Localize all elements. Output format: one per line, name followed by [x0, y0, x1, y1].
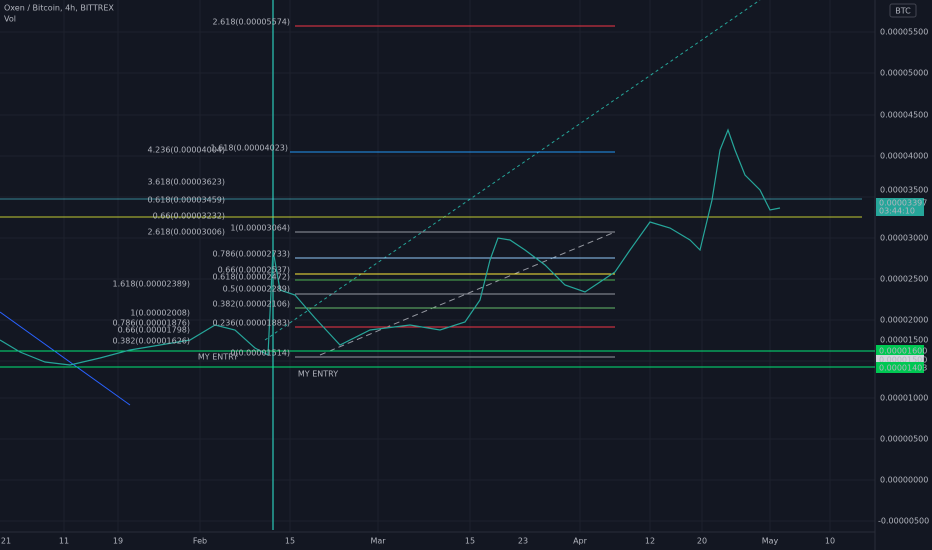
- price-label: 0.00000000: [880, 476, 928, 485]
- fib-label: 2.618(0.00005574): [213, 18, 291, 27]
- level-badge: [876, 355, 924, 365]
- fib-label: 4.236(0.00004004): [148, 146, 226, 155]
- level-price: 0.00001600: [879, 347, 927, 356]
- time-label: 20: [697, 537, 707, 546]
- fib-label: 0(0.00001514): [230, 349, 290, 358]
- price-label: 0.00001500: [880, 336, 928, 345]
- price-label: -0.00000500: [878, 517, 929, 526]
- fib-label: 0.618(0.00002472): [213, 273, 291, 282]
- symbol: Oxen / Bitcoin, 4h, BITTREX: [4, 4, 114, 13]
- fib-label: 0.786(0.00001876): [113, 319, 191, 328]
- fib-label: 0.5(0.00002289): [223, 285, 290, 294]
- level-price: 0.00001500: [879, 356, 927, 365]
- price-axis: 0.00005500 0.00005000 0.00004500 0.00004…: [878, 28, 929, 526]
- time-label: 19: [113, 537, 123, 546]
- trend-line: [319, 231, 616, 356]
- fib-label: 0.66(0.00002537): [218, 266, 290, 275]
- fib-label: 0.382(0.00002106): [213, 300, 291, 309]
- countdown: 03:44:10: [879, 207, 915, 216]
- annotation: MY ENTRY: [298, 370, 338, 379]
- fib-label: 0.66(0.00001798): [118, 326, 190, 335]
- time-label: Mar: [370, 537, 386, 546]
- time-axis: 21 11 19 Feb 15 Mar 15 23 Apr 12 20 May …: [1, 537, 835, 546]
- price-label: 0.00002000: [880, 316, 928, 325]
- fib-label: 1(0.00002008): [130, 309, 190, 318]
- time-label: Feb: [193, 537, 207, 546]
- price-label: 0.00004500: [880, 111, 928, 120]
- price-label: 0.00005500: [880, 28, 928, 37]
- fib-label: 0.66(0.00003232): [153, 212, 225, 221]
- time-label: 23: [518, 537, 528, 546]
- time-label: 21: [1, 537, 11, 546]
- annotation: MY ENTRY: [198, 353, 238, 362]
- level-badge: [876, 362, 924, 373]
- fib-label: 2.618(0.00003006): [148, 228, 226, 237]
- trend-line: [0, 311, 131, 406]
- fib-label: 3.618(0.00003623): [148, 178, 226, 187]
- fib-label: 0.618(0.00003459): [148, 196, 226, 205]
- fib-lines: [0, 25, 875, 368]
- fib-label: 0.236(0.00001883): [213, 319, 291, 328]
- time-label: 11: [59, 537, 69, 546]
- time-label: 10: [825, 537, 835, 546]
- fib-label: 1.618(0.00002389): [113, 280, 191, 289]
- time-label: 12: [645, 537, 655, 546]
- fib-labels: 2.618(0.00005574) 4.236(0.00004004) 1.61…: [113, 18, 291, 358]
- currency-badge[interactable]: [889, 3, 917, 18]
- fib-label: 1.618(0.00004023): [211, 144, 289, 153]
- currency[interactable]: BTC: [895, 7, 911, 16]
- price-line: [0, 128, 781, 366]
- time-label: 15: [465, 537, 475, 546]
- level-badge: [876, 345, 924, 356]
- price-label: 0.00003000: [880, 234, 928, 243]
- last-price: 0.00003397: [879, 199, 927, 208]
- price-label: 0.00003500: [880, 186, 928, 195]
- time-label: Apr: [573, 537, 588, 546]
- price-label: 0.00000500: [880, 435, 928, 444]
- fib-label: 0.382(0.00001626): [113, 337, 191, 346]
- trend-line: [264, 0, 761, 341]
- price-label: 0.00002500: [880, 275, 928, 284]
- time-label: 15: [285, 537, 295, 546]
- time-label: May: [762, 537, 779, 546]
- level-price: 0.00001403: [879, 364, 927, 373]
- price-label: 0.00004000: [880, 152, 928, 161]
- price-label: 0.00001000: [880, 394, 928, 403]
- price-label: 0.00005000: [880, 69, 928, 78]
- grid: [0, 0, 875, 532]
- price-badge: [876, 198, 924, 216]
- fib-label: 1(0.00003064): [230, 224, 290, 233]
- volume-label: Vol: [4, 15, 16, 24]
- fib-label: 0.786(0.00002733): [213, 250, 291, 259]
